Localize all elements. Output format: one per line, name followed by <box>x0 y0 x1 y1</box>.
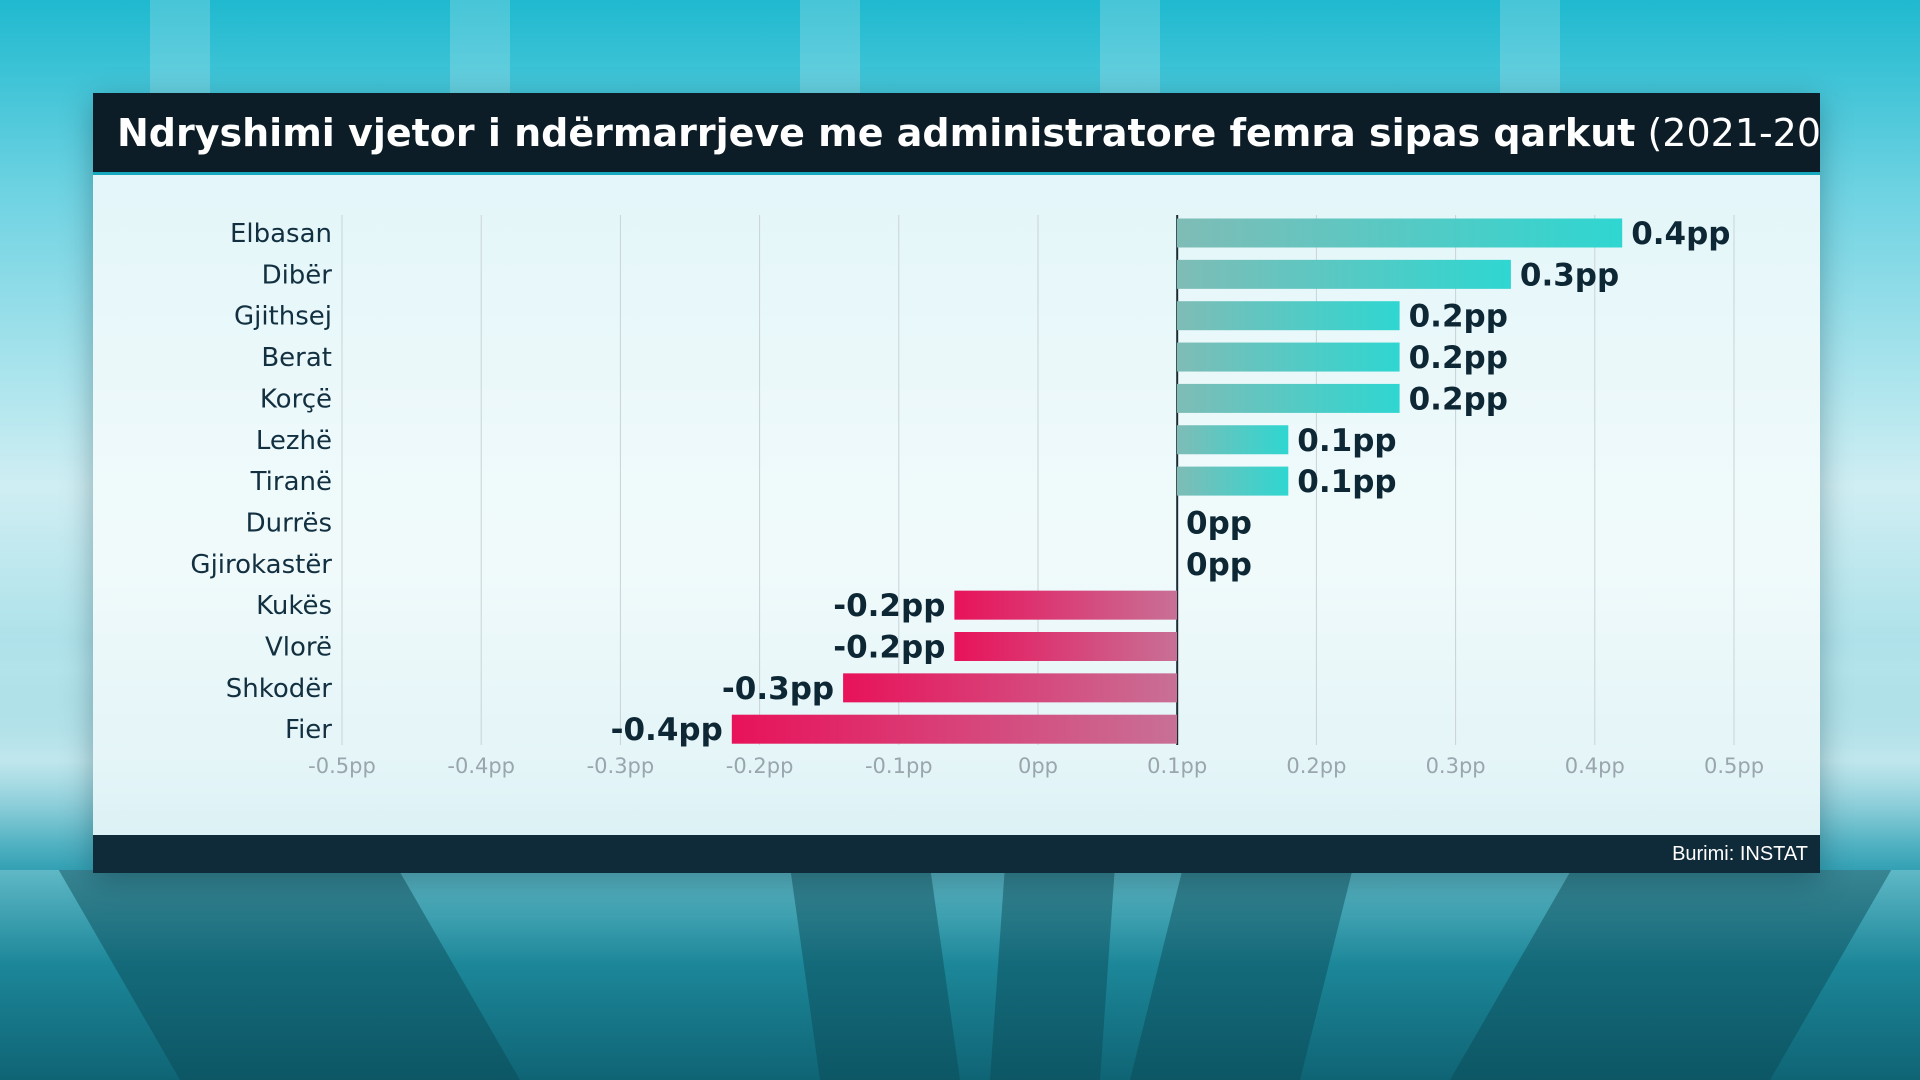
value-label: -0.2pp <box>833 630 945 666</box>
bg-floor <box>0 870 1920 1080</box>
x-tick-label: 0.1pp <box>1147 754 1207 778</box>
chart-area: -0.5pp -0.4pp -0.3pp -0.2pp -0.1pp 0pp 0.1pp 0.… <box>93 175 1820 835</box>
value-label: 0.1pp <box>1297 423 1396 459</box>
chart-title: Ndryshimi vjetor i ndërmarrjeve me admin… <box>117 110 1636 155</box>
bg-plank <box>58 870 521 1080</box>
value-label: 0.2pp <box>1409 340 1508 376</box>
bg-pillar <box>1500 0 1560 95</box>
x-tick-label: 0.5pp <box>1704 754 1764 778</box>
chart-panel: Ndryshimi vjetor i ndërmarrjeve me admin… <box>93 93 1820 873</box>
category-label: Gjithsej <box>234 302 332 332</box>
value-label: 0pp <box>1186 547 1252 583</box>
bar-positive <box>1177 425 1289 455</box>
category-label: Shkodër <box>226 674 333 704</box>
value-label: 0.2pp <box>1409 299 1508 335</box>
bar-layer <box>731 218 1623 744</box>
bg-pillar <box>450 0 510 95</box>
bg-plank <box>1450 870 1892 1080</box>
value-label: -0.2pp <box>833 588 945 624</box>
category-label: Gjirokastër <box>190 550 332 580</box>
source-label: Burimi: INSTAT <box>1672 842 1808 865</box>
value-label: 0.1pp <box>1297 464 1396 500</box>
x-tick-label: 0.2pp <box>1286 754 1346 778</box>
grid-layer <box>341 215 1735 745</box>
bar-negative <box>954 590 1177 620</box>
x-tick-label: 0.4pp <box>1565 754 1625 778</box>
bar-positive <box>1177 342 1400 372</box>
category-label: Korçë <box>260 384 332 414</box>
bar-positive <box>1177 259 1511 289</box>
bar-negative <box>731 714 1177 744</box>
category-label: Tiranë <box>250 467 332 497</box>
category-label: Fier <box>285 715 332 745</box>
label-layer: -0.5pp -0.4pp -0.3pp -0.2pp -0.1pp 0pp 0.1pp 0.… <box>190 216 1764 778</box>
category-label: Lezhë <box>256 426 332 456</box>
footer-bar: Burimi: INSTAT <box>93 835 1820 873</box>
chart-title-years: (2021-2022) <box>1647 110 1820 155</box>
bar-positive <box>1177 218 1623 248</box>
x-tick-label: -0.4pp <box>447 754 515 778</box>
bg-plank <box>790 870 960 1080</box>
category-label: Durrës <box>246 508 332 538</box>
bg-pillar <box>800 0 860 95</box>
title-bar: Ndryshimi vjetor i ndërmarrjeve me admin… <box>93 93 1820 175</box>
value-label: 0.4pp <box>1631 216 1730 252</box>
value-label: 0pp <box>1186 505 1252 541</box>
x-tick-label: 0pp <box>1018 754 1058 778</box>
category-label: Dibër <box>262 260 333 290</box>
category-label: Berat <box>261 343 332 373</box>
value-label: -0.4pp <box>611 712 723 748</box>
value-label: 0.3pp <box>1520 257 1619 293</box>
bg-pillar <box>1100 0 1160 95</box>
bar-chart: -0.5pp -0.4pp -0.3pp -0.2pp -0.1pp 0pp 0.1pp 0.… <box>190 215 1764 778</box>
value-label: 0.2pp <box>1409 381 1508 417</box>
x-tick-label: -0.2pp <box>726 754 794 778</box>
x-tick-label: -0.1pp <box>865 754 933 778</box>
bar-negative <box>954 632 1177 661</box>
bar-positive <box>1177 466 1289 496</box>
category-label: Kukës <box>256 591 332 621</box>
bar-positive <box>1177 383 1400 413</box>
x-tick-label: 0.3pp <box>1426 754 1486 778</box>
category-label: Vlorë <box>265 633 332 663</box>
category-label: Elbasan <box>230 219 332 249</box>
bg-plank <box>1130 870 1353 1080</box>
x-tick-label: -0.3pp <box>587 754 655 778</box>
bar-positive <box>1177 301 1400 331</box>
x-tick-label: -0.5pp <box>308 754 376 778</box>
bg-plank <box>990 870 1115 1080</box>
value-label: -0.3pp <box>722 671 834 707</box>
bg-pillar <box>150 0 210 95</box>
bar-negative <box>843 673 1177 703</box>
